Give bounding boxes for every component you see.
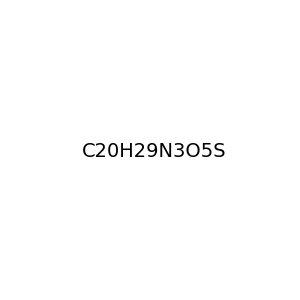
- Text: C20H29N3O5S: C20H29N3O5S: [81, 142, 226, 161]
